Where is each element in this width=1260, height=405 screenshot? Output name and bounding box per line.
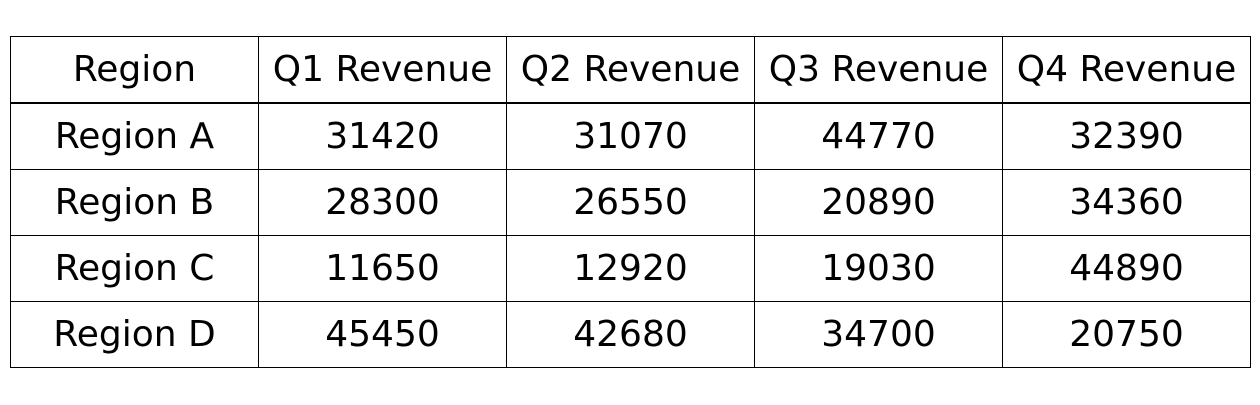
table-cell-q1: 45450 [258,301,507,368]
revenue-table: Region Q1 Revenue Q2 Revenue Q3 Revenue … [10,36,1251,368]
table-cell-q1: 11650 [258,235,507,302]
table-cell-region: Region C [10,235,259,302]
table-cell-q3: 44770 [754,102,1003,170]
table-cell-q2: 26550 [506,169,755,236]
table-cell-q3: 19030 [754,235,1003,302]
table-cell-q4: 32390 [1002,102,1251,170]
table-cell-q4: 20750 [1002,301,1251,368]
header-row: Region Q1 Revenue Q2 Revenue Q3 Revenue … [10,36,1251,104]
table-row: Region D 45450 42680 34700 20750 [10,301,1251,368]
table-cell-q2: 42680 [506,301,755,368]
table-cell-q1: 31420 [258,102,507,170]
table-cell-q1: 28300 [258,169,507,236]
table-cell-q3: 20890 [754,169,1003,236]
table-cell-q4: 44890 [1002,235,1251,302]
table-cell-region: Region D [10,301,259,368]
table-row: Region B 28300 26550 20890 34360 [10,169,1251,236]
table-body: Region A 31420 31070 44770 32390 Region … [10,102,1251,368]
table-row: Region C 11650 12920 19030 44890 [10,235,1251,302]
table-cell-region: Region A [10,102,259,170]
table-cell-region: Region B [10,169,259,236]
table-cell-q4: 34360 [1002,169,1251,236]
header-cell-region: Region [10,36,259,104]
header-cell-q1: Q1 Revenue [258,36,507,104]
table-cell-q2: 12920 [506,235,755,302]
table-cell-q3: 34700 [754,301,1003,368]
table-row: Region A 31420 31070 44770 32390 [10,102,1251,170]
header-cell-q4: Q4 Revenue [1002,36,1251,104]
table-header: Region Q1 Revenue Q2 Revenue Q3 Revenue … [10,36,1251,104]
table-cell-q2: 31070 [506,102,755,170]
header-cell-q2: Q2 Revenue [506,36,755,104]
header-cell-q3: Q3 Revenue [754,36,1003,104]
